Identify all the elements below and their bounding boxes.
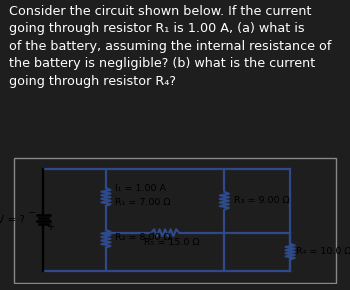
- Text: R₅ = 15.0 Ω: R₅ = 15.0 Ω: [144, 238, 200, 247]
- Text: R₄ = 10.0 Ω: R₄ = 10.0 Ω: [296, 247, 350, 256]
- Text: R₂ = 8.00 Ω: R₂ = 8.00 Ω: [115, 233, 171, 242]
- Text: +: +: [46, 222, 54, 232]
- Text: V = ?: V = ?: [0, 215, 25, 225]
- Text: I₁ = 1.00 A: I₁ = 1.00 A: [115, 184, 166, 193]
- Text: R₁ = 7.00 Ω: R₁ = 7.00 Ω: [115, 198, 171, 207]
- Text: Consider the circuit shown below. If the current
going through resistor R₁ is 1.: Consider the circuit shown below. If the…: [9, 5, 331, 88]
- Text: R₃ = 9.00 Ω: R₃ = 9.00 Ω: [233, 196, 289, 205]
- Text: −: −: [28, 208, 36, 218]
